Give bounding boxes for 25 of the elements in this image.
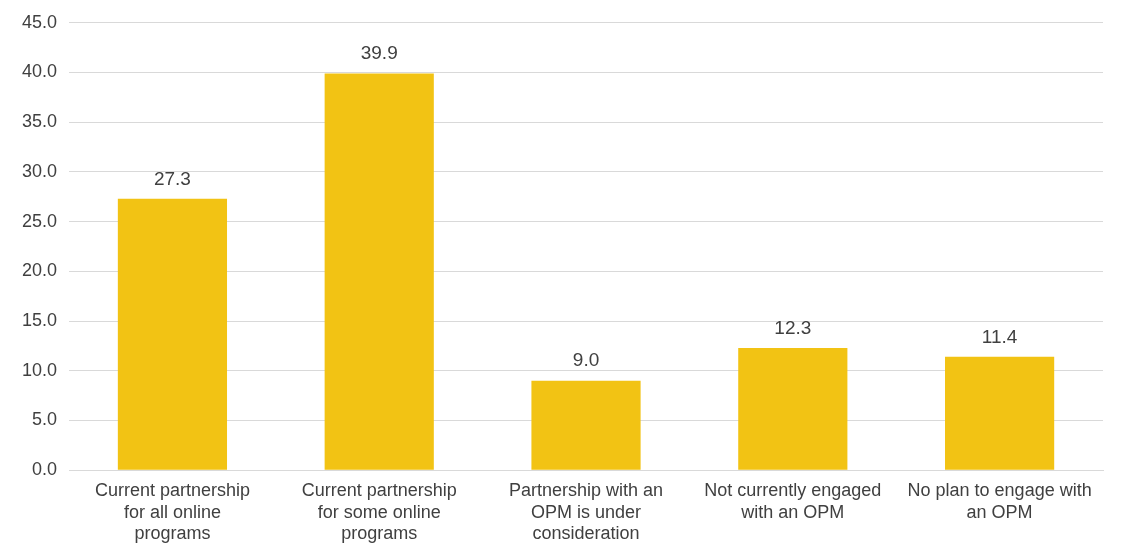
y-tick-label: 0.0 — [32, 459, 58, 480]
data-label: 11.4 — [981, 325, 1018, 347]
bar — [738, 347, 848, 470]
data-label: 9.0 — [572, 349, 600, 371]
bar — [117, 198, 228, 470]
y-tick-label: 15.0 — [21, 310, 58, 331]
y-tick-label: 20.0 — [21, 260, 58, 281]
y-tick-label: 30.0 — [21, 160, 58, 181]
data-label: 39.9 — [360, 42, 398, 64]
y-tick-label: 45.0 — [21, 11, 58, 32]
y-tick-label: 25.0 — [21, 210, 58, 231]
bar — [945, 356, 1055, 470]
x-tick-label: Partnership with an OPM is under consideration — [508, 479, 664, 544]
x-tick-label: Not currently engaged with an OPM — [704, 479, 882, 522]
x-tick-label: Current partnership for all online programs — [94, 479, 250, 544]
y-tick-label: 10.0 — [21, 359, 58, 380]
bar — [531, 380, 641, 470]
bar — [324, 73, 434, 470]
x-tick-label: No plan to engage with an OPM — [907, 479, 1092, 522]
y-tick-label: 35.0 — [21, 111, 58, 132]
data-label: 12.3 — [774, 316, 812, 338]
data-label: 27.3 — [153, 167, 191, 189]
y-tick-label: 5.0 — [32, 409, 58, 430]
x-tick-label: Current partnership for some online programs — [301, 479, 457, 544]
y-tick-label: 40.0 — [21, 61, 58, 82]
